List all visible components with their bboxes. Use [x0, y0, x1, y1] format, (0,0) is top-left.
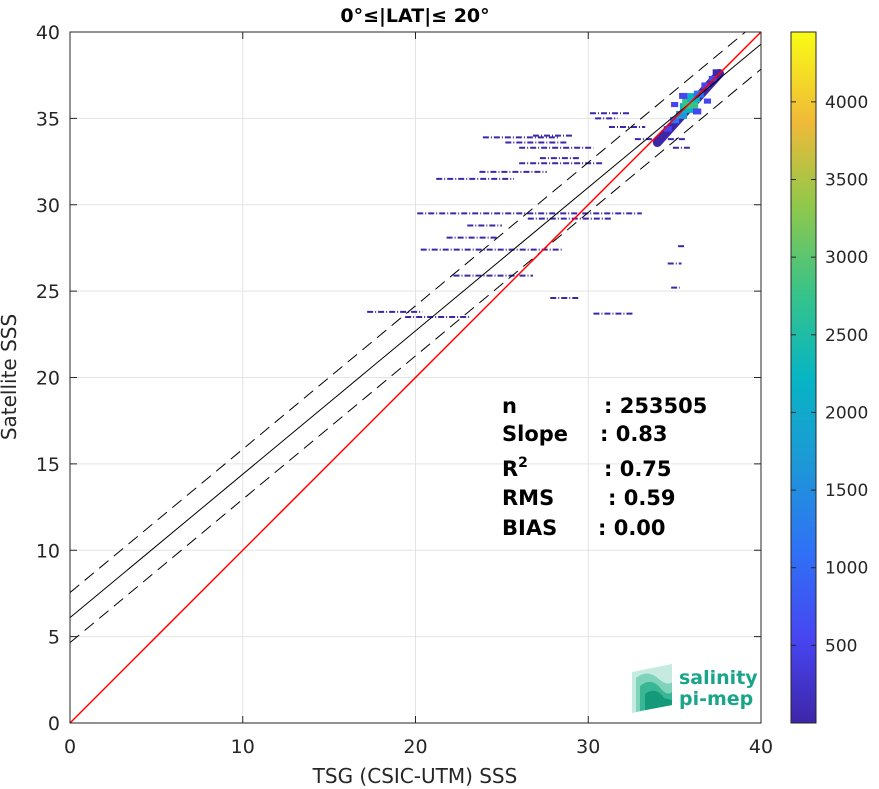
fit-line — [70, 43, 761, 619]
fit-lines — [70, 32, 761, 723]
wave-logo-icon — [632, 664, 672, 713]
salinity-pi-mep-logo: salinity pi-mep — [632, 664, 758, 713]
density-cell-5 — [687, 93, 700, 103]
colorbar-tick-label-0: 500 — [825, 636, 857, 656]
x-tick-label-1: 10 — [231, 736, 255, 758]
x-tick-label-0: 0 — [64, 736, 76, 758]
stat-value-4: : 0.00 — [598, 516, 666, 540]
colorbar-tick-label-6: 3500 — [825, 171, 868, 191]
colorbar-ticks: 500 1000 1500 2000 2500 3000 3500 4000 — [791, 93, 868, 656]
density-cell-1 — [670, 116, 680, 124]
density-cell-11 — [671, 101, 679, 108]
x-tick-label-3: 30 — [576, 736, 600, 758]
stat-label-4: BIAS — [502, 516, 557, 540]
density-cell-8 — [708, 75, 717, 82]
colorbar-tick-label-7: 4000 — [825, 93, 868, 113]
logo-text-line1: salinity — [679, 667, 758, 689]
x-axis-label: TSG (CSIC-UTM) SSS — [312, 764, 518, 788]
colorbar-tick-label-3: 2000 — [825, 403, 868, 423]
colorbar-tick-label-5: 3000 — [825, 248, 868, 268]
stat-label-1: Slope — [502, 422, 568, 446]
density-cell-2 — [676, 110, 688, 119]
density-cell-13 — [659, 134, 666, 140]
x-tick-label-2: 20 — [403, 736, 427, 758]
y-tick-label-1: 5 — [48, 627, 60, 649]
y-tick-label-4: 20 — [36, 368, 60, 390]
colorbar-tick-label-2: 1500 — [825, 481, 868, 501]
density-cell-14 — [712, 69, 720, 75]
y-tick-label-5: 25 — [36, 281, 60, 303]
x-ticks: 0 10 20 30 40 — [64, 32, 773, 758]
y-tick-label-7: 35 — [36, 108, 60, 130]
stat-label-0: n — [502, 394, 517, 418]
y-axis-label: Satellite SSS — [0, 314, 21, 440]
stat-value-3: : 0.59 — [608, 486, 676, 510]
density-cell-0 — [663, 125, 672, 132]
y-tick-label-8: 40 — [36, 22, 60, 44]
density-cell-12 — [703, 98, 712, 104]
density-cell-9 — [679, 92, 688, 99]
colorbar-tick-label-4: 2500 — [825, 326, 868, 346]
y-tick-label-2: 10 — [36, 540, 60, 562]
stat-label-3: RMS — [502, 486, 554, 510]
chart-title: 0°≤|LAT|≤ 20° — [340, 5, 489, 27]
stat-value-0: : 253505 — [604, 394, 707, 418]
x-tick-label-4: 40 — [749, 736, 773, 758]
density-cell-10 — [692, 108, 702, 115]
logo-text-line2: pi-mep — [679, 688, 753, 710]
fit-upper-dashed-line — [70, 32, 747, 593]
stat-value-2: : 0.75 — [604, 457, 672, 481]
y-tick-label-0: 0 — [48, 713, 60, 735]
stat-sup-2: 2 — [518, 455, 528, 471]
colorbar — [790, 31, 817, 724]
y-tick-label-3: 15 — [36, 454, 60, 476]
y-ticks: 0 5 10 15 20 25 30 35 40 — [36, 22, 761, 735]
identity-line — [70, 32, 761, 723]
stat-value-1: : 0.83 — [600, 422, 668, 446]
y-tick-label-6: 30 — [36, 195, 60, 217]
colorbar-tick-label-1: 1000 — [825, 559, 868, 579]
fit-lower-dashed-line — [70, 68, 761, 644]
density-points — [367, 68, 725, 319]
density-cell-7 — [701, 82, 711, 89]
